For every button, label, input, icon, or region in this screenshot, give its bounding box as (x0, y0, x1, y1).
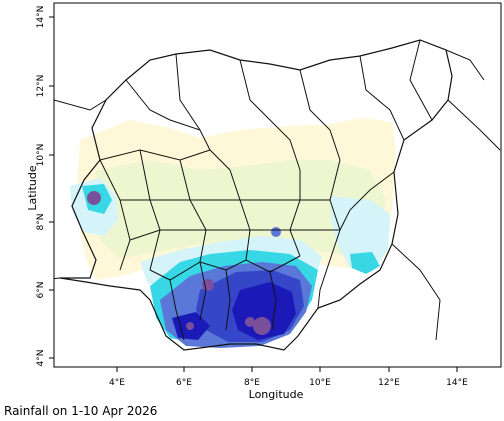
boundary-mid-1 (99, 159, 131, 271)
y-tick-label: 14°N (36, 6, 46, 29)
rain-heavy-spot-6 (186, 322, 194, 330)
y-tick-labels: 4°N 6°N 8°N 10°N 12°N 14°N (36, 6, 46, 367)
y-tick-label: 4°N (36, 350, 46, 367)
rain-heavy-spot-5 (271, 227, 281, 237)
rain-cyan-east (350, 252, 380, 274)
boundary-mid-5 (289, 170, 301, 257)
x-tick-label: 4°E (109, 378, 125, 388)
country-outline (59, 39, 453, 351)
boundary-north-4 (299, 69, 341, 161)
boundary-north-7 (409, 39, 433, 121)
y-tick-marks (49, 16, 54, 359)
x-tick-label: 10°E (309, 378, 331, 388)
boundary-neighbour-southeast (391, 243, 441, 341)
rain-heavy-spot-3 (253, 317, 271, 335)
boundary-north-5 (359, 55, 405, 141)
boundary-east-coast (317, 259, 331, 309)
boundary-mid-3 (179, 159, 207, 263)
boundary-mid-4 (229, 169, 251, 261)
rain-heavy-spot-1 (87, 191, 101, 205)
x-tick-label: 8°E (244, 378, 260, 388)
rain-band-light (92, 160, 386, 258)
boundary-cross-2 (129, 229, 340, 241)
y-tick-label: 8°N (36, 214, 46, 231)
map-caption: Rainfall on 1-10 Apr 2026 (4, 404, 158, 418)
rain-pale-cyan-east (330, 196, 390, 272)
x-tick-marks (116, 367, 458, 372)
y-tick-label: 6°N (36, 282, 46, 299)
boundary-south-3 (225, 269, 231, 331)
boundary-river-1 (54, 277, 61, 280)
boundary-north-6 (125, 79, 201, 131)
y-tick-label: 10°N (36, 144, 46, 167)
boundary-north-3 (239, 59, 301, 171)
boundary-south-4 (269, 271, 277, 331)
boundary-mid-6 (329, 159, 341, 261)
boundary-mid-2 (139, 149, 161, 271)
plot-frame (53, 2, 502, 368)
boundary-layer (54, 39, 501, 351)
x-tick-label: 6°E (176, 378, 192, 388)
rain-heavy-spot-2 (202, 279, 214, 291)
rain-heavy-spot-4 (245, 317, 255, 327)
y-axis-title: Latitude (26, 165, 39, 211)
x-tick-label: 14°E (446, 378, 468, 388)
boundary-south-2 (169, 279, 185, 341)
boundary-lake (445, 49, 485, 81)
rainfall-layer (70, 118, 396, 348)
boundary-neighbour-north (54, 99, 107, 111)
x-tick-labels: 4°E 6°E 8°E 10°E 12°E 14°E (109, 378, 468, 388)
boundary-mid-7 (339, 171, 395, 231)
boundary-south-5 (199, 261, 207, 321)
y-tick-label: 12°N (36, 75, 46, 98)
boundary-neighbour-east (447, 99, 501, 151)
x-axis-title: Longitude (249, 388, 304, 401)
boundary-north-2 (175, 53, 211, 151)
x-tick-label: 12°E (378, 378, 400, 388)
